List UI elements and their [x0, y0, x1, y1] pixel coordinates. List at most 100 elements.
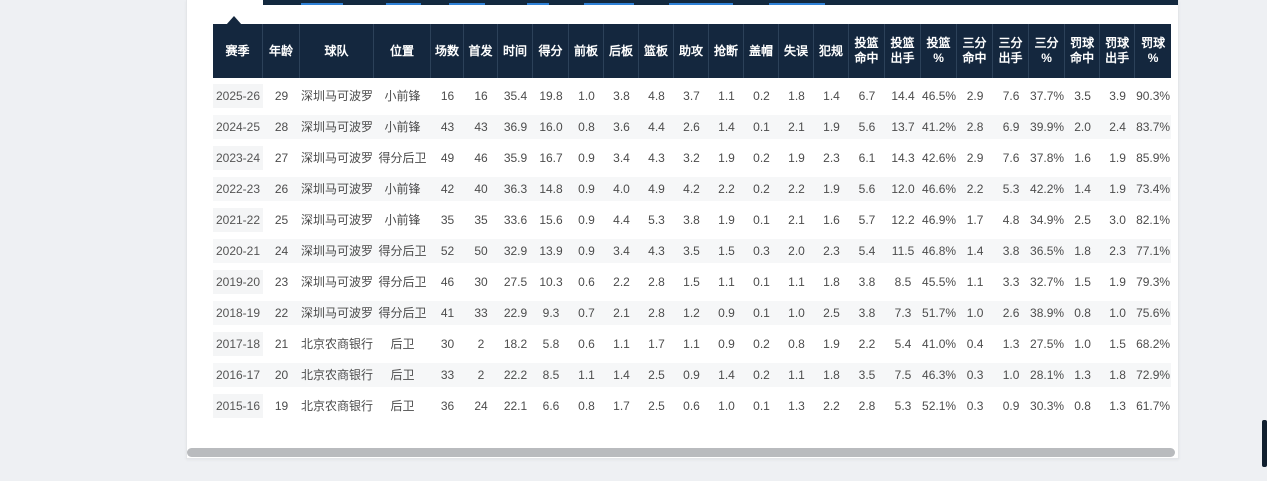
table-cell: 0.9 [674, 357, 710, 388]
table-cell: 1.1 [569, 357, 605, 388]
table-cell: 1.9 [814, 171, 850, 202]
table-cell: 深圳马可波罗 [300, 295, 375, 326]
table-cell: 0.3 [957, 388, 994, 419]
table-cell: 10.3 [533, 264, 570, 295]
table-cell: 2.4 [1100, 109, 1136, 140]
table-cell: 3.9 [1100, 78, 1136, 109]
column-header: 罚球 出手 [1100, 24, 1136, 78]
table-cell: 0.9 [569, 140, 605, 171]
table-cell: 20 [263, 357, 300, 388]
column-header: 后板 [604, 24, 640, 78]
table-cell: 2.8 [639, 264, 675, 295]
nav-tab-underline[interactable] [669, 3, 733, 5]
table-cell: 0.2 [744, 357, 780, 388]
nav-tab-underline[interactable] [449, 3, 485, 5]
table-cell: 30.3% [1029, 388, 1066, 419]
table-cell: 深圳马可波罗 [300, 264, 375, 295]
table-cell: 82.1% [1135, 202, 1172, 233]
table-cell: 0.8 [779, 326, 815, 357]
table-cell: 1.1 [779, 264, 815, 295]
table-cell: 1.7 [604, 388, 640, 419]
column-header: 罚球 命中 [1065, 24, 1101, 78]
column-header: 犯规 [814, 24, 850, 78]
table-cell: 后卫 [374, 326, 432, 357]
table-cell: 5.8 [533, 326, 570, 357]
table-cell: 22.2 [498, 357, 534, 388]
table-cell: 14.8 [533, 171, 570, 202]
table-cell: 72.9% [1135, 357, 1172, 388]
table-cell: 19 [263, 388, 300, 419]
table-cell: 得分后卫 [374, 264, 432, 295]
table-cell: 1.9 [709, 140, 745, 171]
table-cell: 85.9% [1135, 140, 1172, 171]
table-cell: 1.0 [957, 295, 994, 326]
table-cell: 2.2 [604, 264, 640, 295]
table-cell: 1.0 [1100, 295, 1136, 326]
table-cell: 深圳马可波罗 [300, 171, 375, 202]
table-cell: 73.4% [1135, 171, 1172, 202]
table-cell: 0.8 [569, 109, 605, 140]
table-cell: 43 [431, 109, 465, 140]
table-cell: 42 [431, 171, 465, 202]
table-cell: 12.2 [885, 202, 922, 233]
table-cell: 1.4 [709, 357, 745, 388]
table-cell: 1.9 [814, 109, 850, 140]
table-cell: 1.9 [1100, 171, 1136, 202]
table-cell: 5.3 [885, 388, 922, 419]
table-row: 2015-16 19 北京农商银行 后卫 36 24 22.1 6.6 0.8 1.7 2.5 0.6… [213, 388, 1172, 419]
nav-tab-underline[interactable] [584, 3, 634, 5]
table-cell: 北京农商银行 [300, 388, 375, 419]
table-cell: 30 [464, 264, 499, 295]
table-cell: 2.0 [1065, 109, 1101, 140]
table-cell: 0.4 [957, 326, 994, 357]
table-cell: 2.5 [1065, 202, 1101, 233]
table-cell: 16.0 [533, 109, 570, 140]
table-cell: 1.2 [674, 295, 710, 326]
column-header: 投篮 命中 [849, 24, 886, 78]
table-cell: 19.8 [533, 78, 570, 109]
table-cell: 3.5 [674, 233, 710, 264]
table-cell: 46.8% [921, 233, 958, 264]
nav-tab-underline[interactable] [769, 3, 825, 5]
table-cell: 3.7 [674, 78, 710, 109]
table-row: 2017-18 21 北京农商银行 后卫 30 2 18.2 5.8 0.6 1.1 1.7 1.1 0… [213, 326, 1172, 357]
vertical-scrollbar-thumb[interactable] [1262, 420, 1267, 467]
table-cell: 深圳马可波罗 [300, 202, 375, 233]
table-cell: 79.3% [1135, 264, 1172, 295]
table-cell: 2.6 [993, 295, 1030, 326]
table-cell: 28 [263, 109, 300, 140]
table-cell: 11.5 [885, 233, 922, 264]
table-cell: 46 [431, 264, 465, 295]
column-header: 场数 [431, 24, 465, 78]
table-cell: 27 [263, 140, 300, 171]
table-row: 2018-19 22 深圳马可波罗 得分后卫 41 33 22.9 9.3 0.7 2.1 2.8 1… [213, 295, 1172, 326]
horizontal-scrollbar-track[interactable] [187, 448, 1177, 457]
table-cell: 2.3 [1100, 233, 1136, 264]
horizontal-scrollbar-thumb[interactable] [187, 448, 1175, 457]
column-header: 盖帽 [744, 24, 780, 78]
table-cell: 1.1 [709, 78, 745, 109]
table-cell: 0.6 [674, 388, 710, 419]
top-nav-bar-clipped [263, 0, 1178, 5]
table-cell: 5.7 [849, 202, 886, 233]
table-cell: 33 [464, 295, 499, 326]
table-cell: 0.6 [569, 326, 605, 357]
table-cell: 24 [464, 388, 499, 419]
table-cell: 3.8 [849, 264, 886, 295]
table-cell: 39.9% [1029, 109, 1066, 140]
nav-tab-underline[interactable] [301, 3, 343, 5]
table-row: 2022-23 26 深圳马可波罗 小前锋 42 40 36.3 14.8 0.9 4.0 4.9 4… [213, 171, 1172, 202]
table-cell: 1.4 [814, 78, 850, 109]
table-cell: 1.9 [779, 140, 815, 171]
season-cell: 2022-23 [213, 171, 263, 202]
column-header: 三分 出手 [993, 24, 1030, 78]
nav-tab-underline[interactable] [527, 3, 549, 5]
table-cell: 1.0 [779, 295, 815, 326]
nav-tab-underline[interactable] [386, 3, 421, 5]
table-cell: 0.6 [569, 264, 605, 295]
table-cell: 2 [464, 357, 499, 388]
table-cell: 1.6 [814, 202, 850, 233]
table-cell: 50 [464, 233, 499, 264]
table-cell: 36 [431, 388, 465, 419]
active-tab-pointer [226, 16, 242, 25]
